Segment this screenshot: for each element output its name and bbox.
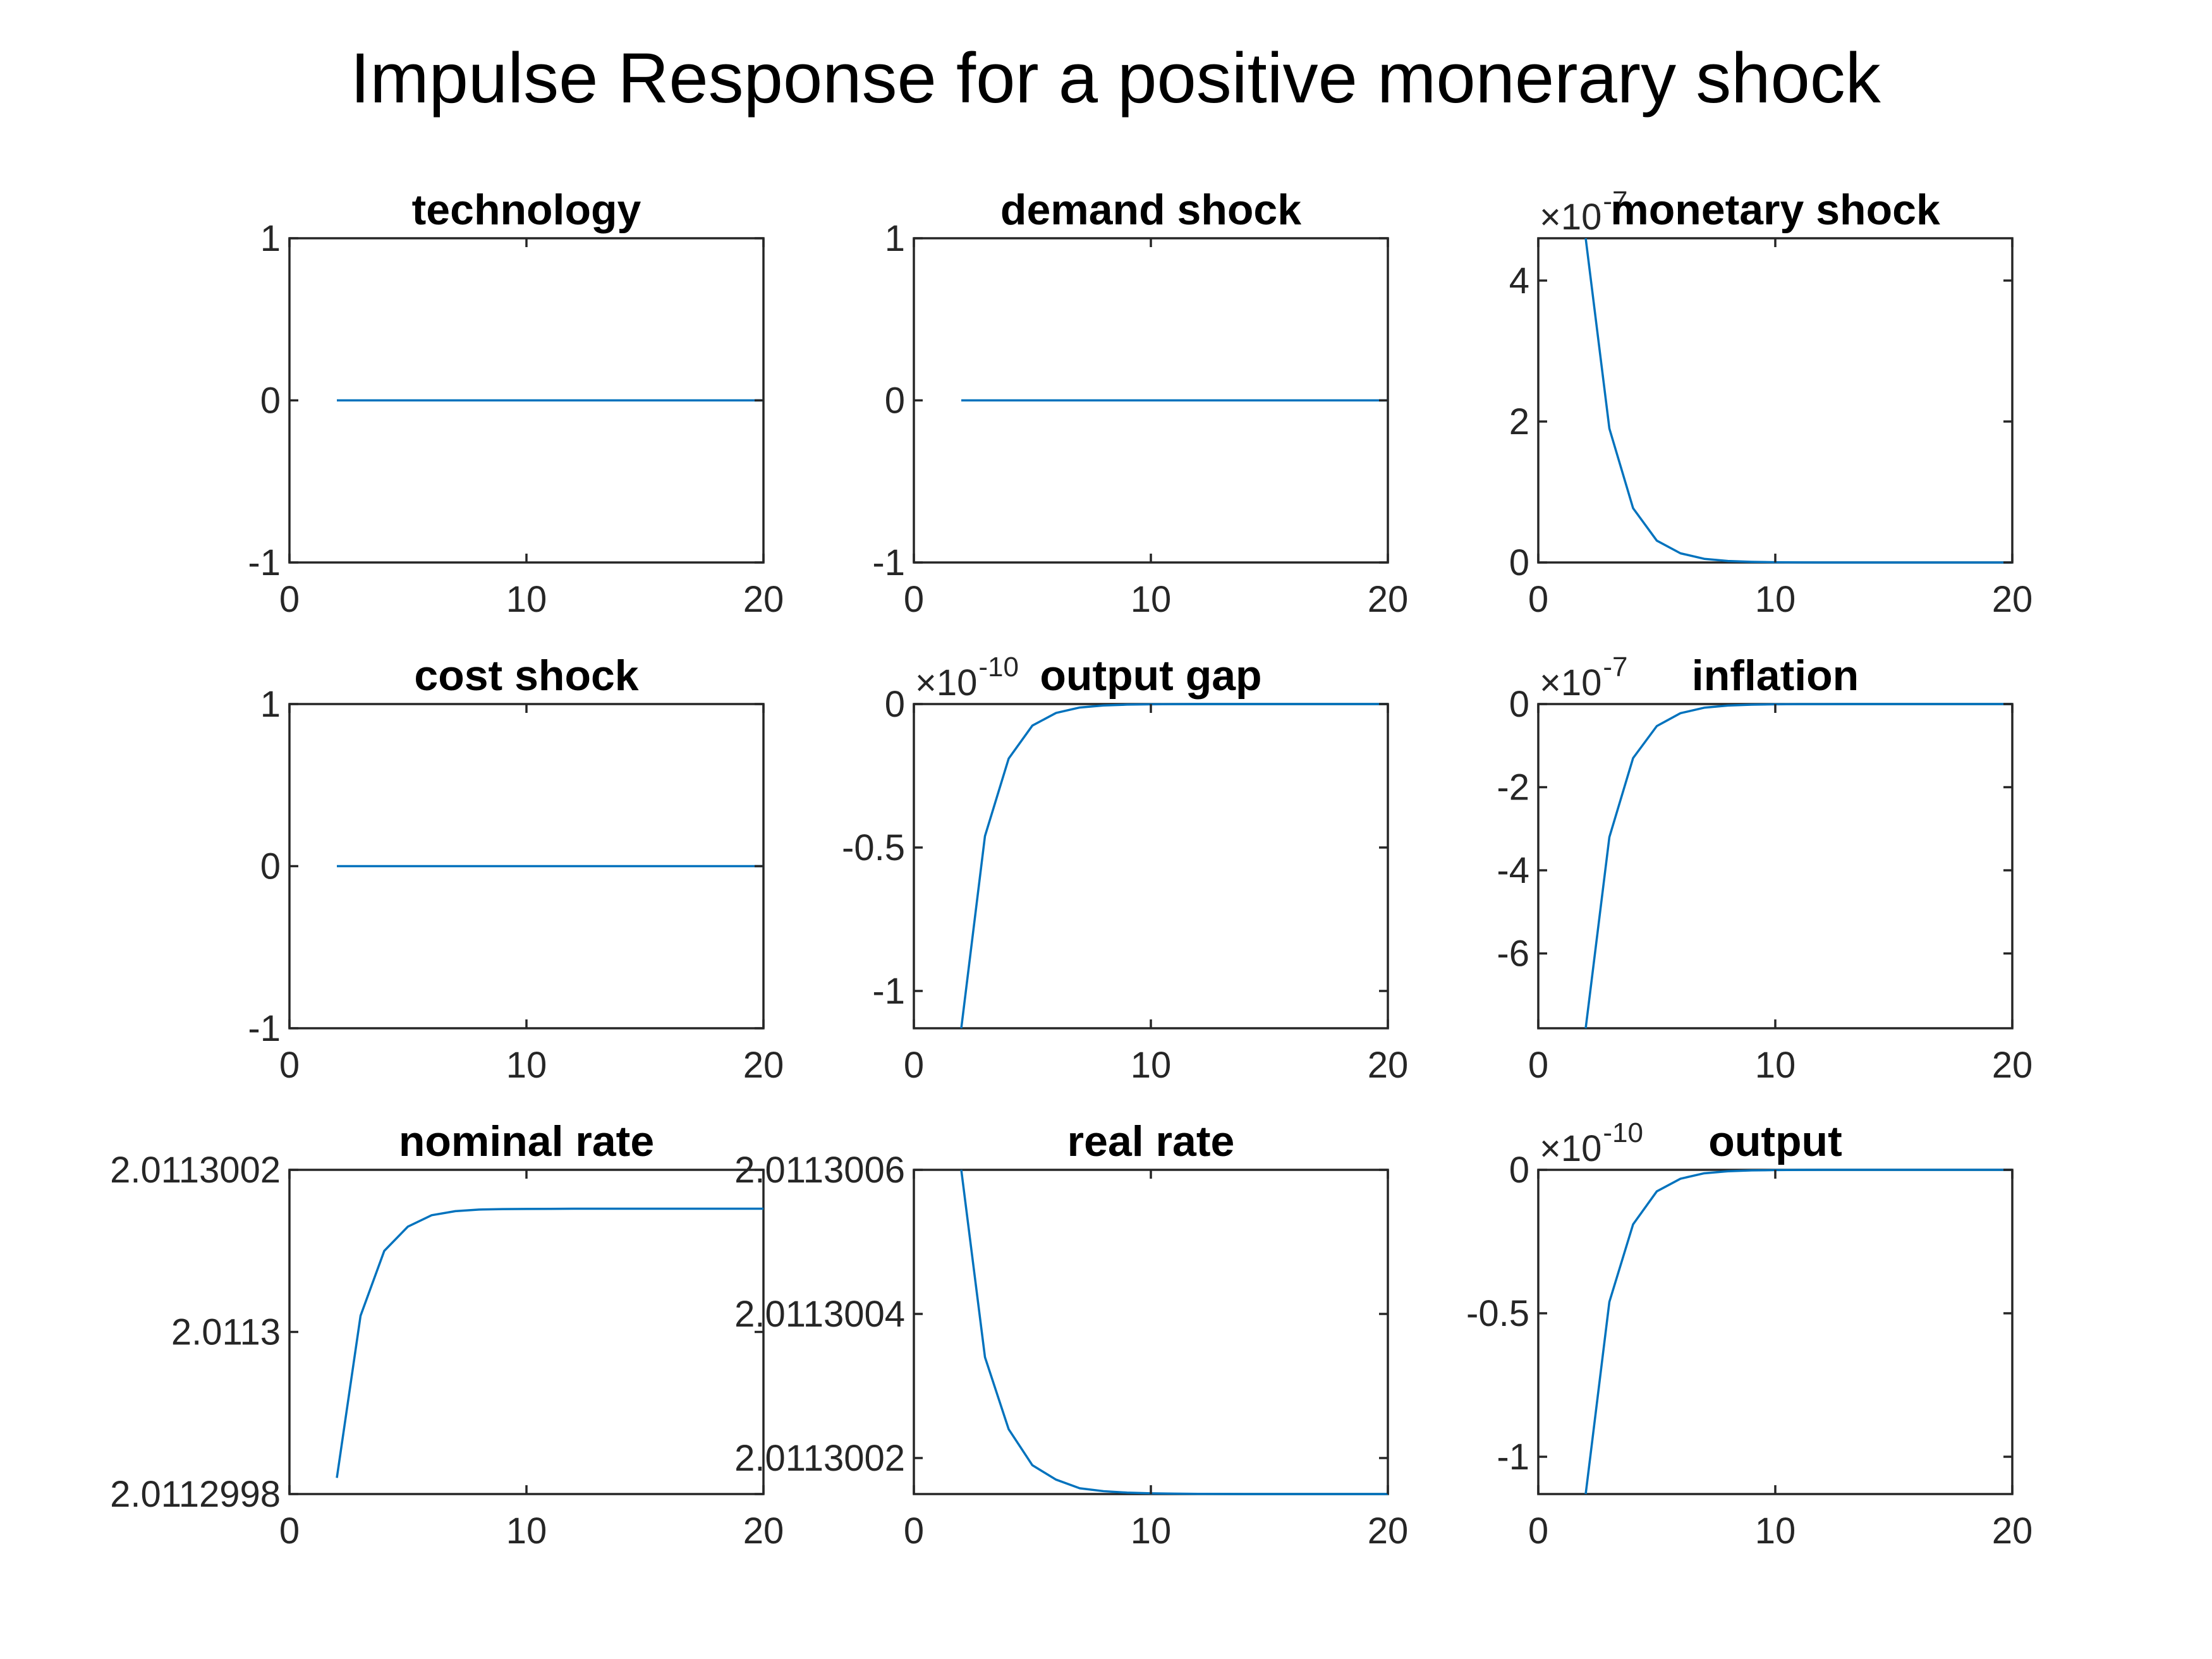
- panel-title-output: output: [1708, 1117, 1842, 1165]
- y-tick-label: 2.0113002: [734, 1438, 905, 1479]
- y-tick-label: -1: [872, 971, 905, 1012]
- x-tick-label: 10: [1131, 1045, 1172, 1086]
- y-tick-label: -0.5: [842, 827, 905, 868]
- x-tick-label: 20: [1992, 579, 2033, 620]
- panel-title-technology: technology: [412, 186, 641, 234]
- y-exponent-label: ×10: [1540, 197, 1601, 238]
- y-tick-label: 0: [1509, 684, 1529, 725]
- x-tick-label: 20: [743, 1510, 784, 1552]
- x-tick-label: 10: [1755, 1510, 1796, 1552]
- y-tick-label: -2: [1497, 767, 1529, 808]
- subplot-nominal-rate: 0 10 20 2.0112998 2.0113 2.0113002 nominal rat…: [110, 1117, 784, 1552]
- y-tick-label: 0: [1509, 542, 1529, 583]
- x-tick-label: 10: [506, 1045, 547, 1086]
- y-tick-label: 0: [1509, 1150, 1529, 1191]
- x-tick-label: 10: [506, 579, 547, 620]
- y-exponent-power: -7: [1603, 652, 1627, 683]
- y-tick-label: -0.5: [1466, 1293, 1529, 1334]
- x-tick-label: 20: [1368, 1045, 1409, 1086]
- x-tick-label: 0: [1528, 1045, 1548, 1086]
- axes-box: [913, 703, 1389, 1030]
- y-tick-label: 2.0113004: [734, 1294, 905, 1335]
- x-tick-label: 0: [279, 1510, 300, 1552]
- y-tick-label: 1: [260, 684, 281, 725]
- y-tick-label: -1: [872, 542, 905, 583]
- panel-title-nominal-rate: nominal rate: [399, 1117, 654, 1165]
- series-line-real-rate: [960, 1169, 1388, 1495]
- x-tick-label: 10: [1755, 1045, 1796, 1086]
- y-tick-label: 4: [1509, 260, 1529, 301]
- y-tick-label: -6: [1497, 933, 1529, 975]
- y-tick-label: 1: [885, 218, 905, 259]
- subplot-real-rate: 0 10 20 2.0113002 2.0113004 2.0113006 real rat…: [734, 1117, 1408, 1552]
- y-exponent-label: ×10: [1540, 1128, 1601, 1169]
- x-tick-label: 0: [279, 1045, 300, 1086]
- y-tick-label: 2: [1509, 401, 1529, 442]
- x-tick-label: 0: [1528, 579, 1548, 620]
- x-tick-label: 0: [904, 1510, 924, 1552]
- axes-box: [1537, 237, 2014, 564]
- panel-title-real-rate: real rate: [1067, 1117, 1235, 1165]
- x-tick-label: 10: [1131, 579, 1172, 620]
- series-line-output: [1584, 1169, 2012, 1495]
- panel-title-output-gap: output gap: [1040, 652, 1261, 700]
- x-tick-label: 10: [1131, 1510, 1172, 1552]
- axes-box: [1537, 1169, 2014, 1495]
- y-tick-label: -1: [248, 542, 281, 583]
- panel-title-demand-shock: demand shock: [1000, 186, 1301, 234]
- x-tick-label: 20: [1368, 579, 1409, 620]
- y-tick-label: 1: [260, 218, 281, 259]
- subplot-output-gap: 0 10 20-1-0.50×10 -10 output gap: [842, 652, 1408, 1086]
- panel-title-inflation: inflation: [1692, 652, 1859, 700]
- y-tick-label: 0: [885, 684, 905, 725]
- figure-title: Impulse Response for a positive monerary…: [350, 39, 1881, 118]
- y-exponent-label: ×10: [1540, 662, 1601, 703]
- x-tick-label: 10: [1755, 579, 1796, 620]
- x-tick-label: 0: [1528, 1510, 1548, 1552]
- series-line-inflation: [1584, 703, 2012, 1029]
- axes-box: [1537, 703, 2014, 1030]
- subplot-output: 0 10 20 -1 -0.5 0 ×10 -10 output: [1466, 1117, 2033, 1552]
- y-exponent-label: ×10: [915, 662, 977, 703]
- x-tick-label: 20: [1992, 1510, 2033, 1552]
- y-tick-label: -4: [1497, 850, 1529, 891]
- series-line-monetary-shock: [1584, 238, 2012, 564]
- y-tick-label: 2.0113006: [734, 1150, 905, 1191]
- y-tick-label: 2.0112998: [110, 1474, 281, 1515]
- y-tick-label: -1: [1497, 1437, 1529, 1478]
- y-tick-label: 2.0113002: [110, 1150, 281, 1191]
- y-tick-label: 0: [885, 380, 905, 422]
- y-exponent-power: -10: [978, 652, 1019, 683]
- x-tick-label: 0: [904, 579, 924, 620]
- axes-box: [913, 1169, 1389, 1495]
- y-tick-label: 0: [260, 846, 281, 887]
- series-line-nominal-rate: [336, 1207, 763, 1478]
- panel-title-cost-shock: cost shock: [414, 652, 638, 700]
- y-exponent-power: -10: [1603, 1117, 1643, 1148]
- x-tick-label: 20: [1368, 1510, 1409, 1552]
- y-tick-label: 0: [260, 380, 281, 422]
- x-tick-label: 20: [743, 579, 784, 620]
- subplot-inflation: 0 10 20 -6 -4 -2 0 ×10 -7 inflation: [1497, 652, 2033, 1086]
- x-tick-label: 10: [506, 1510, 547, 1552]
- y-exponent-power: -7: [1603, 186, 1627, 217]
- y-tick-label: 2.0113: [171, 1312, 281, 1353]
- axes-box: [288, 1169, 765, 1495]
- panel-title-monetary-shock: monetary shock: [1610, 186, 1940, 234]
- x-tick-label: 0: [279, 579, 300, 620]
- x-tick-label: 0: [904, 1045, 924, 1086]
- x-tick-label: 20: [1992, 1045, 2033, 1086]
- x-tick-label: 20: [743, 1045, 784, 1086]
- series-line-output-gap: [960, 703, 1388, 1029]
- y-tick-label: -1: [248, 1008, 281, 1049]
